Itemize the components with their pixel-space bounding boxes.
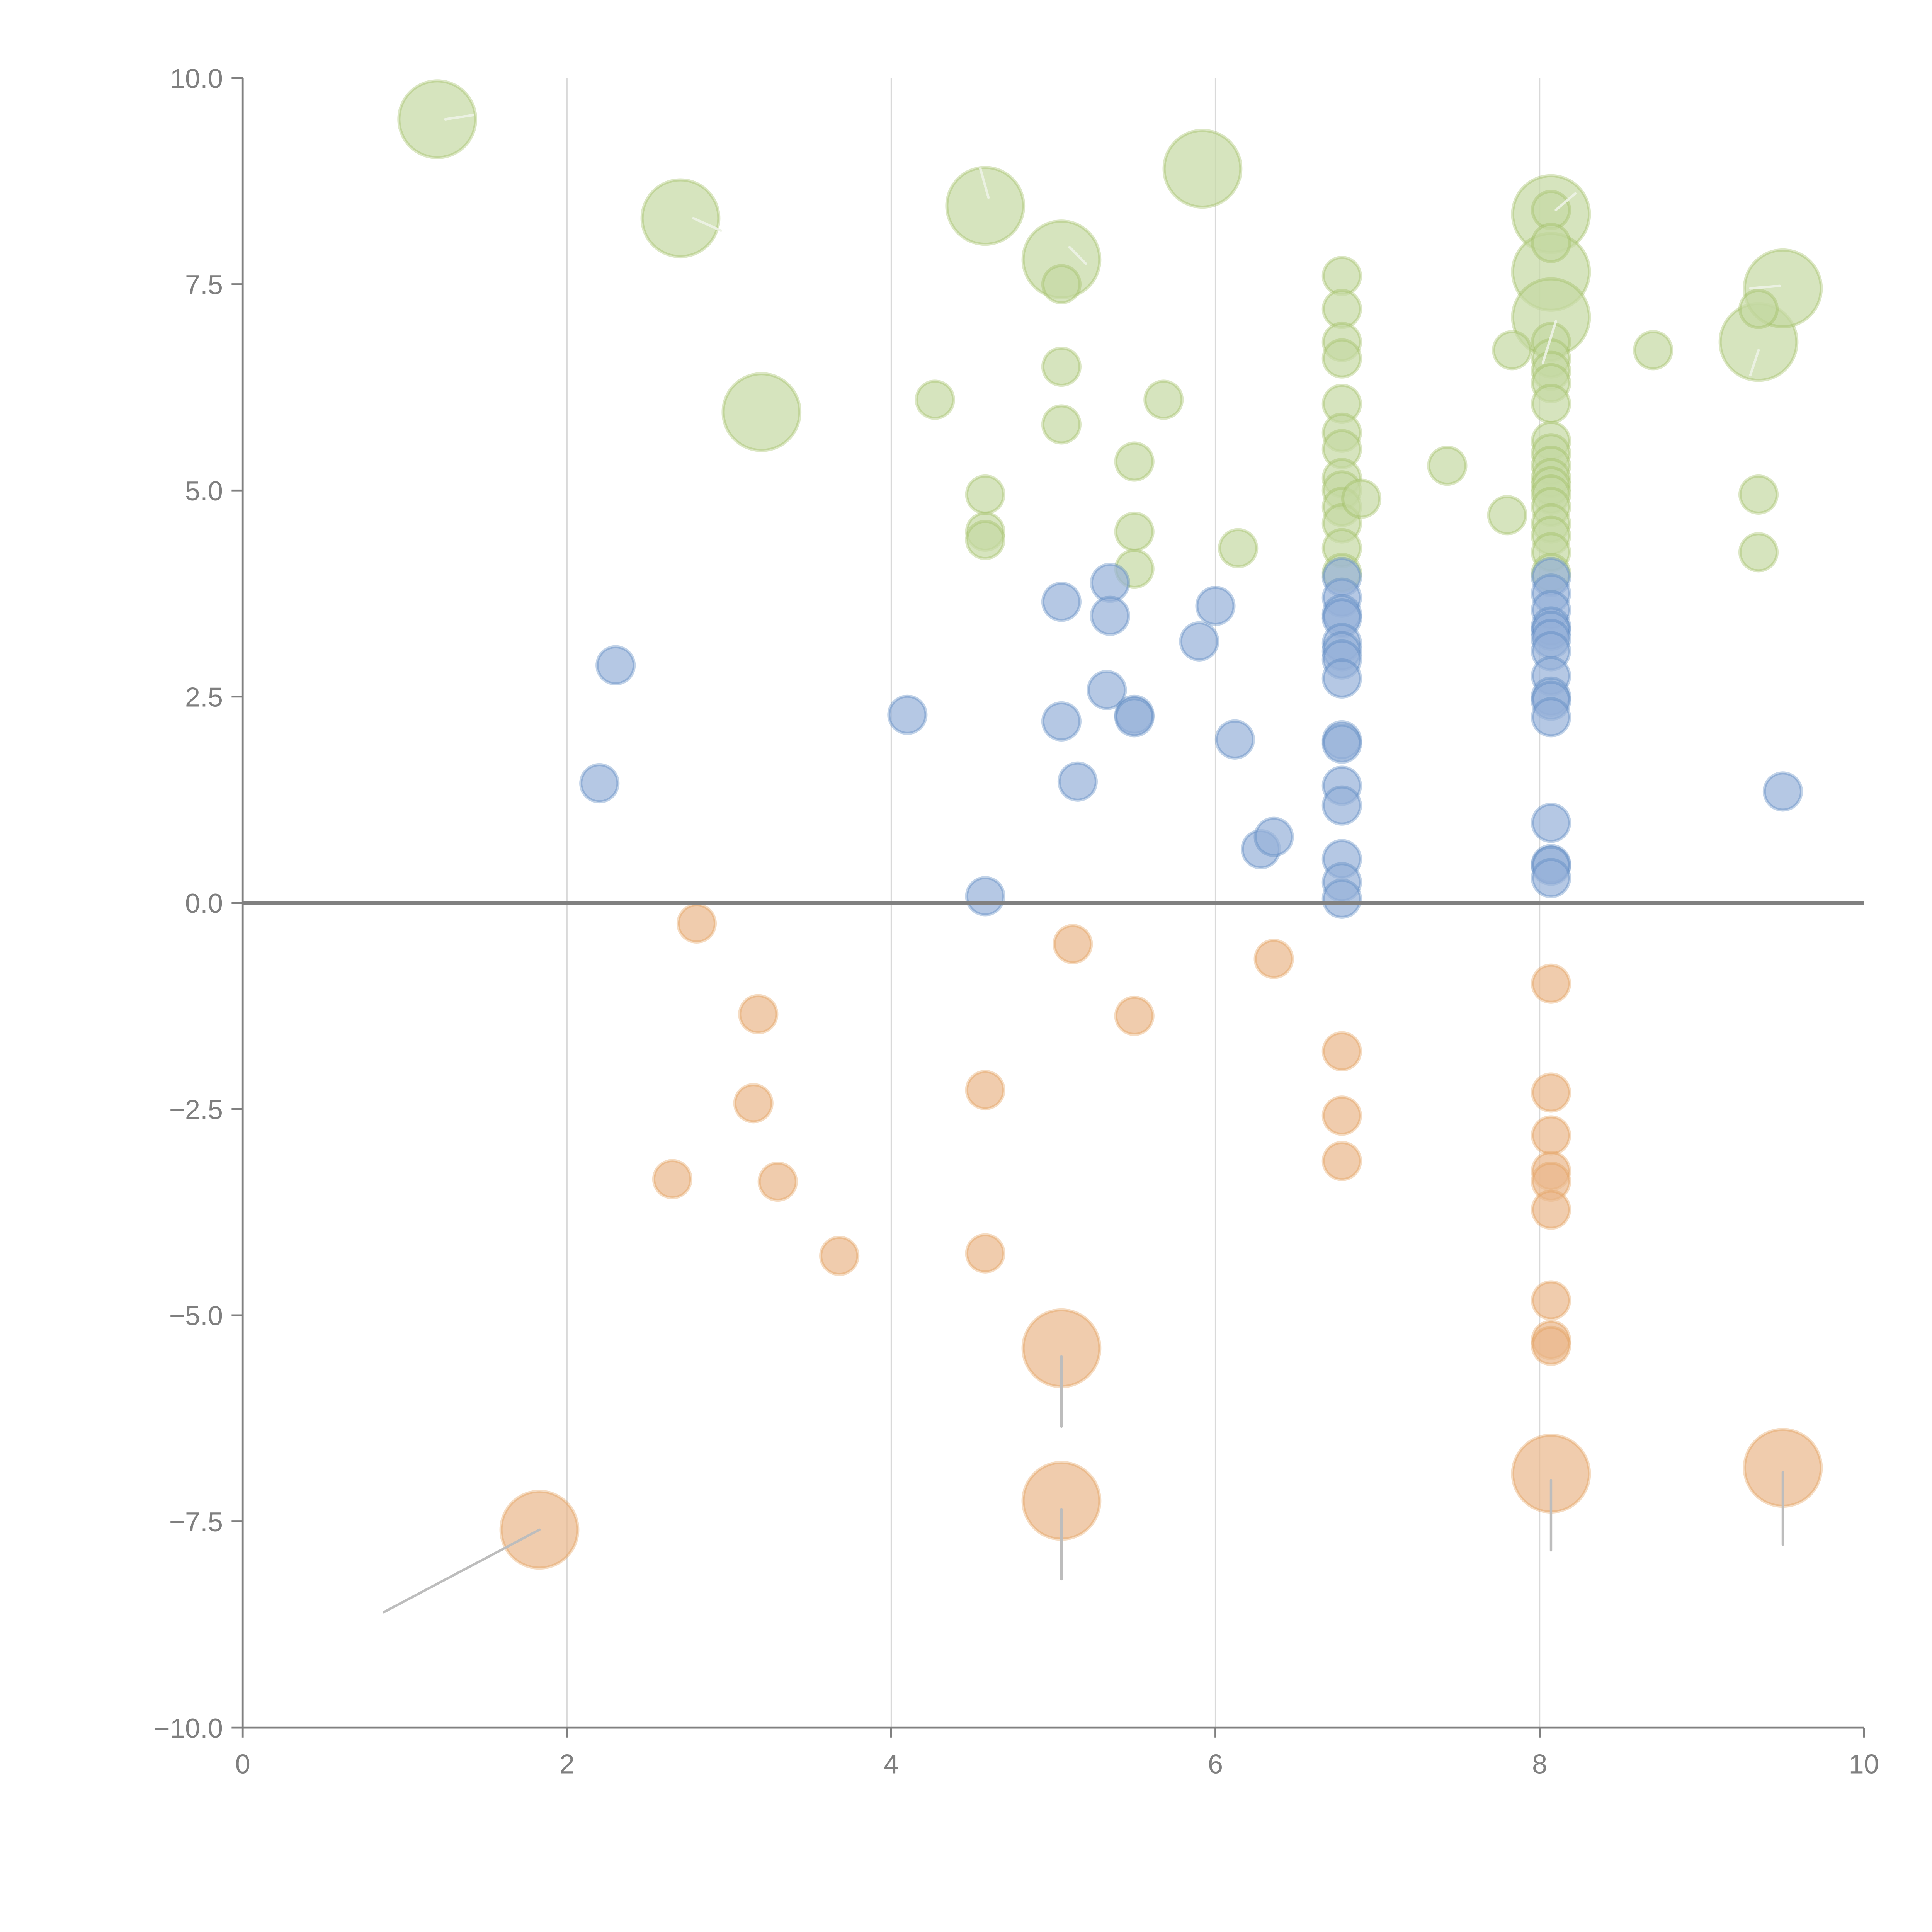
- leader-line: [979, 167, 990, 199]
- green-bubble: [1492, 330, 1532, 371]
- blue-bubble: [1321, 723, 1362, 764]
- blue-bubble: [1531, 697, 1571, 738]
- blue-bubble: [579, 763, 620, 804]
- leader-line: [1554, 192, 1577, 211]
- orange-bubble: [965, 1070, 1005, 1111]
- blue-bubble: [1321, 658, 1362, 699]
- green-bubble: [1143, 379, 1184, 420]
- leader-lines: [383, 114, 1784, 1614]
- leader-line: [1068, 246, 1087, 265]
- green-bubble: [1041, 404, 1082, 445]
- orange-bubble: [676, 903, 717, 944]
- blue-bubble: [1214, 719, 1255, 760]
- blue-bubble: [1531, 858, 1571, 898]
- blue-bubble: [1253, 816, 1294, 857]
- green-bubble: [1738, 474, 1779, 515]
- x-tick-label: 4: [884, 1749, 899, 1779]
- green-bubble: [965, 520, 1005, 560]
- green-bubble: [397, 79, 478, 160]
- green-bubble: [1738, 532, 1779, 573]
- green-bubble: [1531, 223, 1571, 263]
- x-ticks: 0 2 4 6 8 10: [235, 1728, 1879, 1779]
- y-tick-label: 5.0: [185, 476, 223, 506]
- green-bubble: [640, 178, 721, 259]
- orange-bubble: [965, 1233, 1005, 1274]
- blue-bubble: [1195, 585, 1236, 626]
- leader-line: [1541, 320, 1557, 364]
- orange-bubble: [1531, 1115, 1571, 1156]
- leader-line: [383, 1528, 541, 1614]
- orange-bubble: [1321, 1095, 1362, 1136]
- green-bubble: [945, 166, 1026, 246]
- orange-bubble: [1531, 1189, 1571, 1230]
- orange-bubble: [652, 1159, 693, 1199]
- green-bubble: [915, 379, 955, 420]
- orange-bubble: [1114, 995, 1155, 1036]
- green-bubble: [1427, 446, 1468, 486]
- orange-bubble: [819, 1236, 860, 1276]
- y-tick-label: −7.5: [169, 1507, 223, 1537]
- green-bubble: [1633, 330, 1673, 371]
- blue-bubble: [1321, 878, 1362, 919]
- orange-bubble: [1531, 1072, 1571, 1113]
- y-tick-label: 7.5: [185, 269, 223, 300]
- x-tick-label: 0: [235, 1749, 250, 1779]
- x-tick-label: 6: [1208, 1749, 1223, 1779]
- orange-bubble: [1321, 1031, 1362, 1071]
- green-bubble: [1114, 441, 1155, 482]
- green-bubble: [1321, 338, 1362, 379]
- orange-bubble: [1531, 1325, 1571, 1366]
- y-tick-label: −5.0: [169, 1300, 223, 1331]
- blue-bubble: [887, 694, 928, 735]
- green-bubble: [1114, 511, 1155, 552]
- green-bubble: [1341, 478, 1382, 519]
- green-bubble: [721, 372, 802, 452]
- y-tick-label: −10.0: [154, 1713, 223, 1743]
- y-tick-label: 0.0: [185, 888, 223, 918]
- green-bubble: [1531, 384, 1571, 424]
- green-bubble: [965, 474, 1005, 515]
- green-bubble: [1041, 346, 1082, 387]
- orange-bubble: [1531, 1280, 1571, 1321]
- blue-bubble: [1531, 803, 1571, 843]
- x-tick-label: 8: [1532, 1749, 1547, 1779]
- bubbles: [397, 79, 1823, 1570]
- blue-bubble: [1041, 701, 1082, 742]
- blue-bubble: [965, 876, 1005, 917]
- orange-bubble: [1253, 939, 1294, 979]
- y-tick-label: 10.0: [170, 63, 223, 94]
- blue-bubble: [595, 645, 636, 685]
- orange-bubble: [733, 1083, 774, 1124]
- orange-bubble: [757, 1161, 798, 1202]
- blue-bubble: [1179, 621, 1219, 662]
- blue-bubble: [1057, 761, 1098, 802]
- orange-bubble: [738, 994, 779, 1034]
- leader-line: [1749, 349, 1760, 376]
- blue-bubble: [1090, 595, 1130, 636]
- blue-bubble: [1321, 785, 1362, 826]
- leader-line: [1749, 284, 1781, 290]
- y-ticks: 10.0 7.5 5.0 2.5 0.0 −2.5 −5.0 −7.5 −10.0: [154, 63, 243, 1743]
- leader-line: [692, 217, 723, 232]
- orange-bubble: [1053, 924, 1093, 964]
- leader-line: [444, 114, 474, 121]
- y-tick-label: −2.5: [169, 1094, 223, 1125]
- green-bubble: [1738, 289, 1779, 329]
- x-tick-label: 2: [560, 1749, 575, 1779]
- y-tick-label: 2.5: [185, 682, 223, 713]
- orange-bubble: [1321, 1141, 1362, 1181]
- blue-bubble: [1762, 771, 1803, 812]
- green-bubble: [1487, 495, 1527, 536]
- green-bubble: [1218, 528, 1259, 568]
- green-bubble: [1162, 129, 1243, 209]
- orange-bubble: [1531, 963, 1571, 1004]
- green-bubble: [1041, 264, 1082, 304]
- blue-bubble: [1114, 697, 1155, 738]
- x-tick-label: 10: [1849, 1749, 1879, 1779]
- blue-bubble: [1087, 670, 1127, 710]
- blue-bubble: [1041, 582, 1082, 622]
